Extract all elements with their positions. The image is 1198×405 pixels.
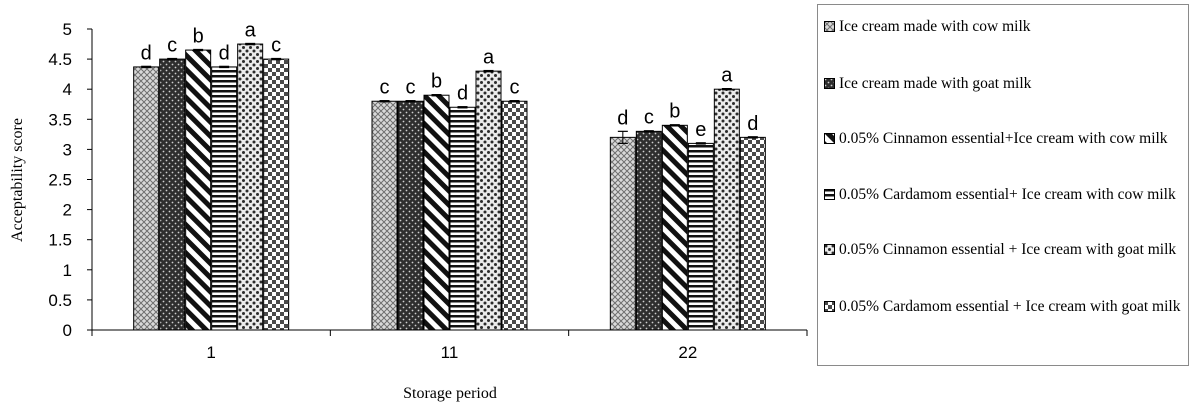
bar: [423, 94, 450, 331]
bar: [237, 43, 264, 331]
bar: [211, 66, 238, 331]
legend-label: 0.05% Cinnamon essential+Ice cream with …: [839, 130, 1168, 147]
bar: [475, 70, 502, 331]
legend-swatch: [824, 21, 835, 32]
y-tick-label: 4.5: [48, 50, 72, 69]
bar: [159, 58, 186, 331]
error-bar-group: [141, 42, 758, 145]
bar-group: [133, 43, 766, 331]
legend-swatch: [824, 133, 835, 144]
y-tick-label: 3: [63, 140, 72, 159]
x-tick-label: 1: [206, 343, 215, 362]
significance-letter: e: [695, 119, 706, 141]
bar: [501, 100, 528, 331]
y-axis-title: Acceptability score: [9, 118, 26, 242]
legend-item: 0.05% Cardamom essential + Ice cream wit…: [824, 297, 1186, 317]
bar: [449, 106, 476, 331]
legend-label: Ice cream made with cow milk: [839, 18, 1031, 35]
y-tick-label: 0: [63, 321, 72, 340]
significance-letter: a: [245, 19, 257, 41]
significance-letter: c: [167, 34, 177, 56]
y-tick-label: 5: [63, 20, 72, 39]
y-tick-group: 0 0.5 1 1.5 2 2.5 3 3.5 4 4.5 5: [48, 20, 92, 340]
y-tick-label: 1.5: [48, 231, 72, 250]
bar: [635, 130, 662, 331]
significance-letter: d: [617, 107, 628, 129]
legend-swatch: [824, 78, 835, 89]
legend: Ice cream made with cow milk Ice cream ma…: [817, 4, 1189, 366]
bar: [661, 124, 688, 331]
bar: [185, 49, 212, 331]
x-tick-label: 11: [441, 343, 459, 362]
significance-letter: a: [483, 47, 495, 69]
y-tick-label: 4: [63, 80, 72, 99]
significance-letter: b: [193, 25, 204, 47]
legend-label: 0.05% Cardamom essential + Ice cream wit…: [839, 298, 1181, 315]
x-tick-group: 1 11 22: [91, 330, 808, 362]
significance-letter: c: [380, 77, 390, 99]
bar: [687, 142, 714, 331]
y-tick-label: 0.5: [48, 291, 72, 310]
significance-letter: c: [271, 34, 281, 56]
bar: [397, 100, 424, 331]
significance-letter: d: [457, 83, 468, 105]
bar: [609, 136, 636, 331]
legend-swatch: [824, 189, 835, 200]
y-tick-label: 2: [63, 201, 72, 220]
legend-swatch: [824, 244, 835, 255]
significance-letter: d: [219, 42, 230, 64]
legend-label: Ice cream made with goat milk: [839, 75, 1032, 92]
legend-label: 0.05% Cinnamon essential + Ice cream wit…: [839, 241, 1177, 258]
legend-item: 0.05% Cinnamon essential+Ice cream with …: [824, 129, 1186, 149]
bar: [133, 66, 160, 331]
y-tick-label: 3.5: [48, 110, 72, 129]
significance-letter: c: [406, 77, 416, 99]
significance-letter: c: [510, 77, 520, 99]
bar: [739, 136, 766, 331]
significance-letter: d: [141, 42, 152, 64]
bar: [263, 58, 290, 331]
legend-label: 0.05% Cardamom essential+ Ice cream with…: [839, 186, 1176, 203]
significance-letter: b: [669, 101, 680, 123]
legend-item: 0.05% Cinnamon essential + Ice cream wit…: [824, 240, 1186, 260]
y-tick-label: 1: [63, 261, 72, 280]
significance-letter: a: [721, 65, 733, 87]
y-tick-label: 2.5: [48, 171, 72, 190]
legend-item: Ice cream made with cow milk: [824, 17, 1186, 37]
legend-swatch: [824, 301, 835, 312]
significance-letter: b: [431, 71, 442, 93]
bar: [371, 100, 398, 331]
legend-item: 0.05% Cardamom essential+ Ice cream with…: [824, 185, 1186, 205]
legend-item: Ice cream made with goat milk: [824, 74, 1186, 94]
bar: [713, 88, 740, 331]
x-axis-title: Storage period: [403, 385, 497, 402]
x-tick-label: 22: [678, 343, 697, 362]
significance-letter: c: [644, 107, 654, 129]
significance-letter: d: [747, 113, 758, 135]
